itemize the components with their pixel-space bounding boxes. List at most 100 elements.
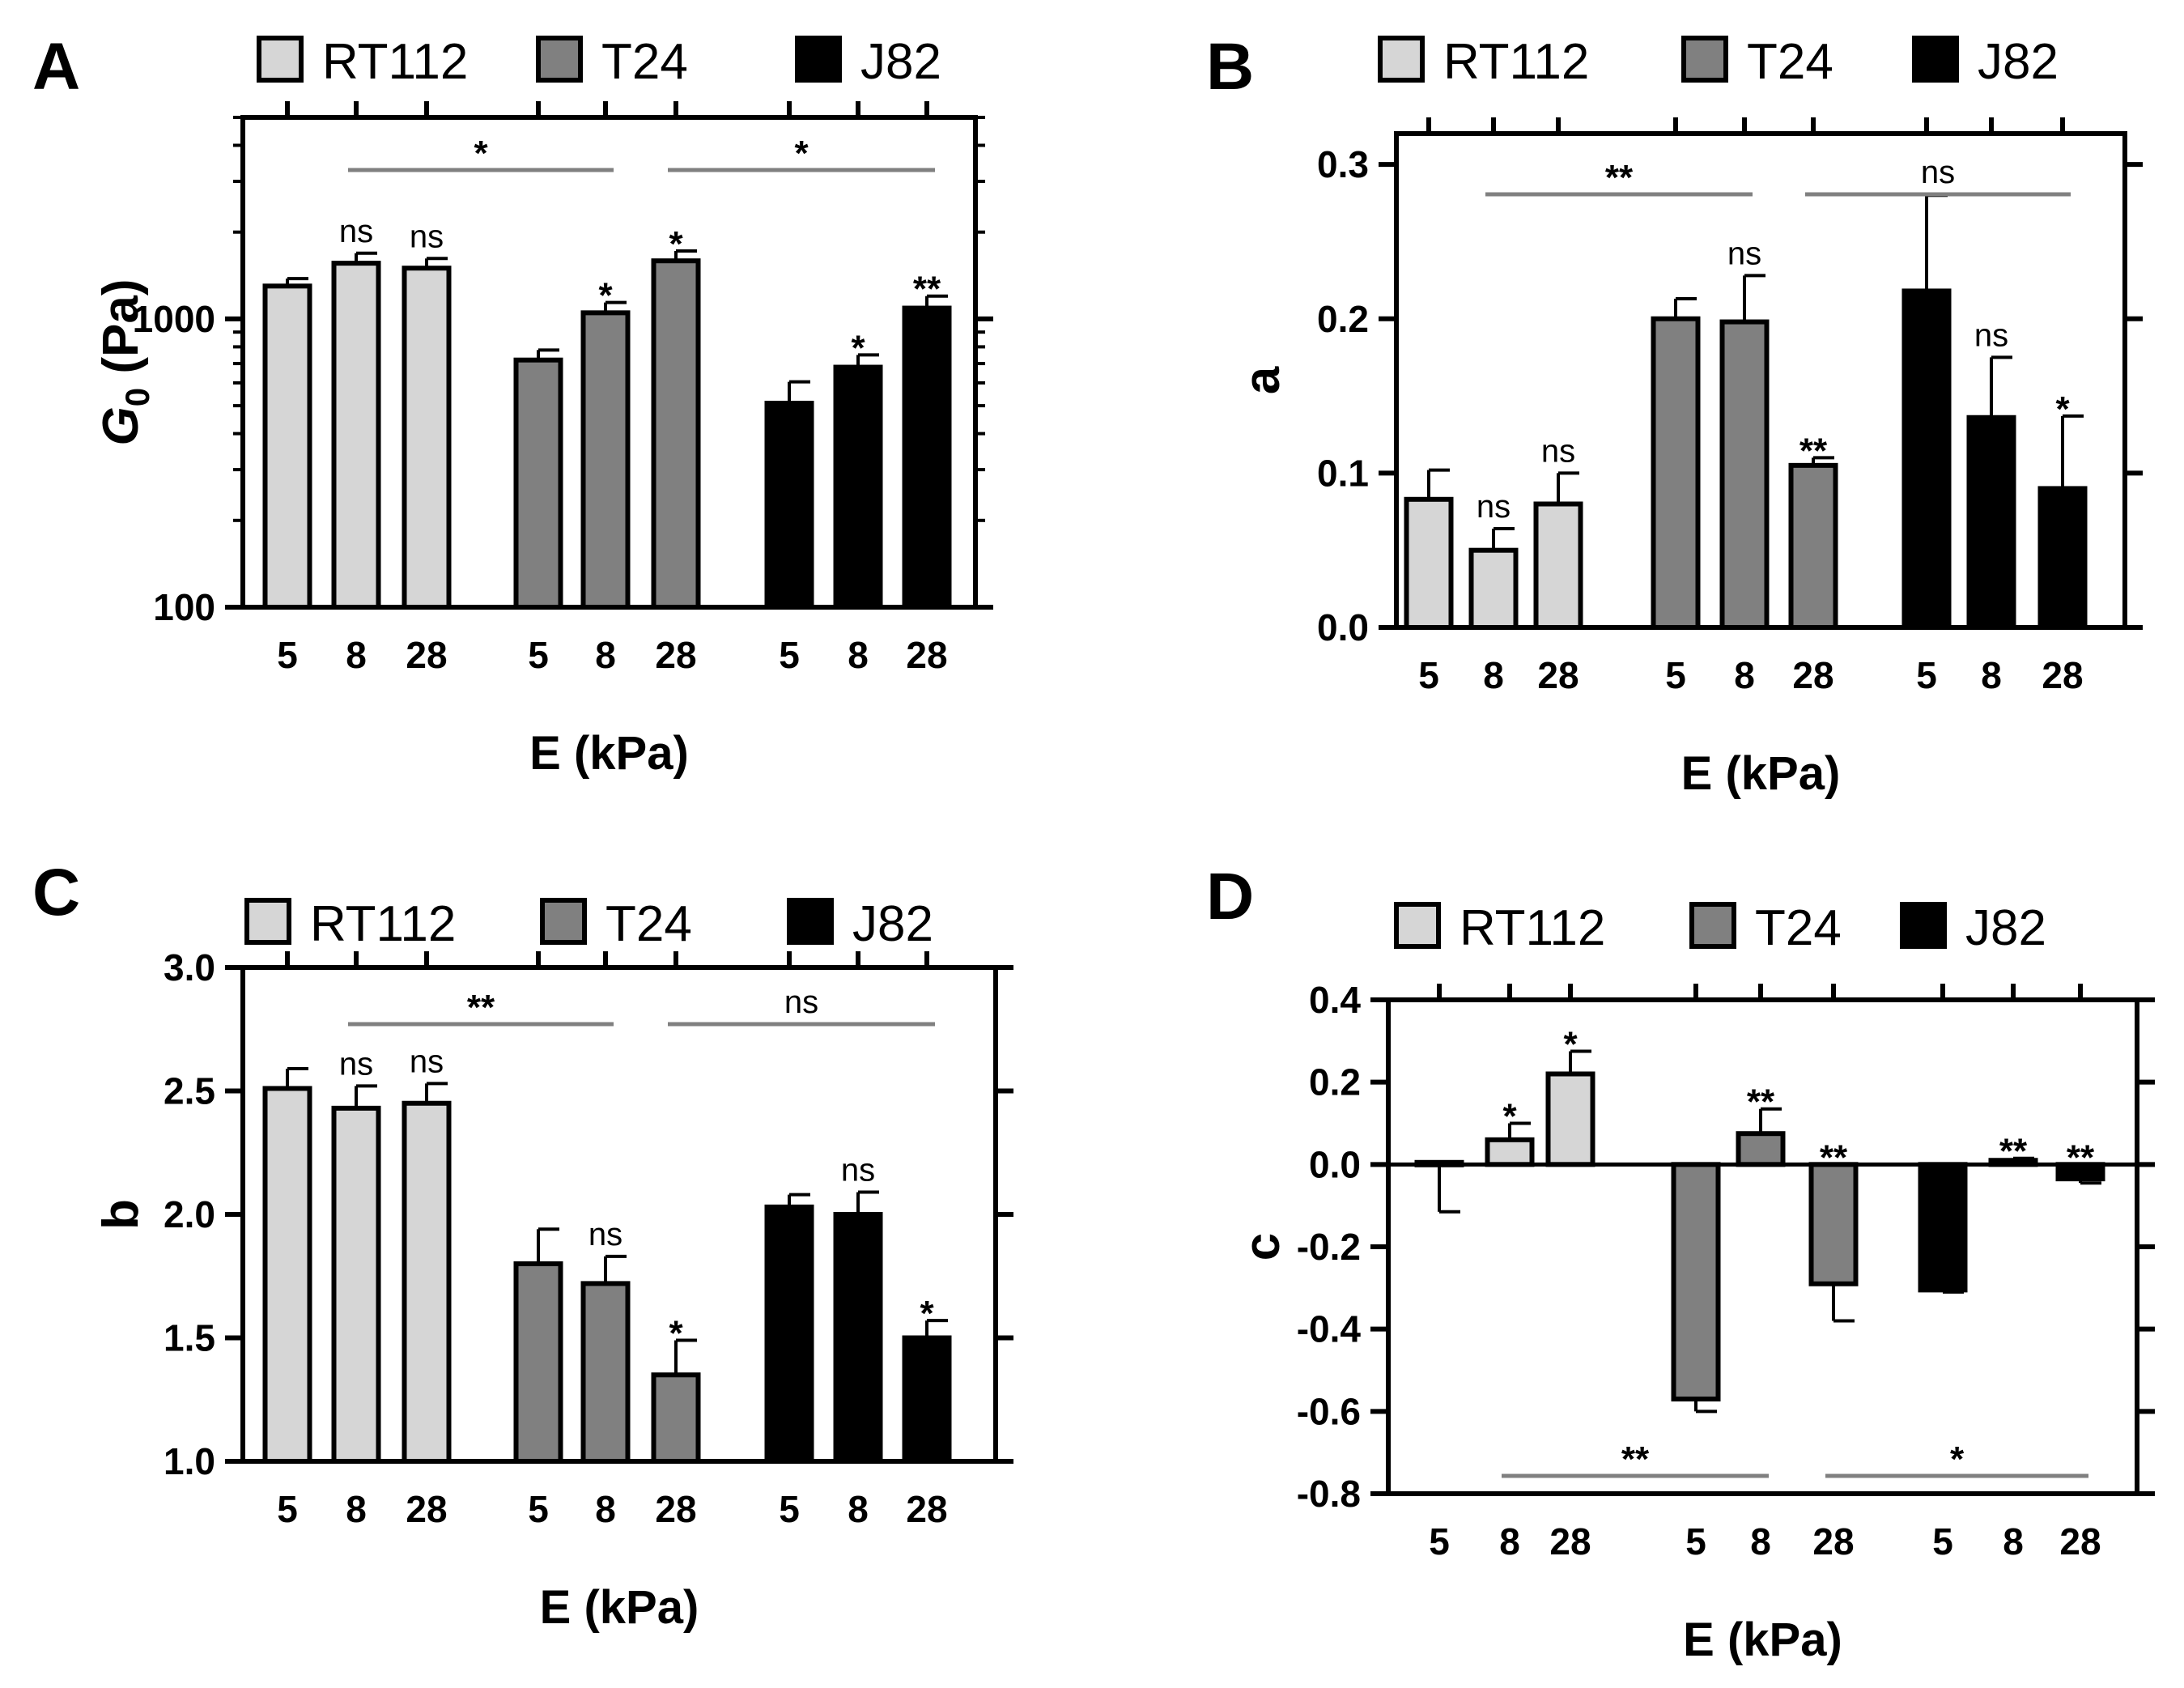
x-tick-label: 5 (1916, 654, 1937, 696)
x-tick-label: 8 (346, 634, 367, 676)
panel-c: C RT112 T24 J82 1.0 1.5 2.0 2.5 3.0 5 ns 8 ns 28 5 ns 8 *… (32, 856, 1013, 1634)
legend-label-t24: T24 (605, 896, 692, 952)
legend: RT112 T24 J82 (257, 34, 941, 90)
significance-label: ns (339, 1046, 373, 1082)
significance-label: ** (1820, 1137, 1848, 1177)
significance-label: * (669, 224, 683, 264)
x-tick-label: 28 (655, 1488, 696, 1530)
legend-label-j82: J82 (860, 34, 941, 90)
legend-swatch-rt112 (257, 36, 304, 83)
legend: RT112 T24 J82 (1394, 900, 2046, 956)
y-tick-label: -0.2 (1297, 1226, 1361, 1268)
x-tick-label: 28 (655, 634, 696, 676)
legend-swatch-t24 (1689, 902, 1736, 949)
bar-t24 (1808, 1162, 1859, 1286)
bar-rt112 (1485, 1137, 1535, 1167)
panel-letter: B (1206, 30, 1254, 104)
significance-label: ns (1541, 433, 1575, 469)
x-tick-label: 28 (406, 1488, 447, 1530)
bar-t24 (651, 1372, 701, 1464)
legend-label-rt112: RT112 (1443, 34, 1589, 90)
bar-rt112 (1468, 547, 1519, 630)
legend-swatch-t24 (1681, 36, 1728, 83)
x-tick-label: 28 (1792, 654, 1833, 696)
x-tick-label: 28 (2059, 1520, 2101, 1563)
x-axis-label: E (kPa) (1681, 747, 1841, 800)
y-tick-label: 1.5 (164, 1317, 215, 1359)
significance-label: * (920, 1294, 934, 1333)
panel-letter: C (32, 856, 80, 929)
significance-label: ns (1974, 317, 2008, 353)
significance-label: ** (2067, 1137, 2095, 1177)
significance-label: ** (1999, 1132, 2028, 1171)
x-tick-label: 28 (1812, 1520, 1854, 1563)
bar-t24 (513, 357, 563, 610)
y-tick-label: 0.2 (1317, 298, 1369, 340)
x-axis-label: E (kPa) (1683, 1614, 1842, 1666)
bar-t24 (651, 258, 701, 610)
legend-swatch-rt112 (1378, 36, 1425, 83)
x-tick-label: 8 (848, 634, 869, 676)
x-tick-label: 28 (906, 634, 947, 676)
x-tick-label: 28 (2042, 654, 2083, 696)
x-tick-label: 28 (906, 1488, 947, 1530)
bar-t24 (1736, 1131, 1786, 1167)
significance-label: ns (410, 219, 444, 254)
y-axis-label: b (93, 1199, 149, 1230)
x-tick-label: 8 (1499, 1520, 1520, 1563)
x-tick-label: 8 (1981, 654, 2002, 696)
legend-swatch-t24 (536, 36, 583, 83)
significance-bracket-label: ** (467, 988, 495, 1027)
bar-t24 (1788, 462, 1838, 630)
bar-t24 (1651, 316, 1701, 630)
significance-bracket-label: * (474, 134, 488, 173)
bar-rt112 (1533, 501, 1583, 630)
bar-t24 (580, 310, 631, 610)
bar-rt112 (331, 261, 381, 610)
y-tick-label: 3.0 (164, 946, 215, 989)
legend-label-rt112: RT112 (310, 896, 456, 952)
y-tick-label: -0.8 (1297, 1473, 1361, 1515)
significance-label: * (851, 328, 865, 368)
x-axis-label: E (kPa) (529, 727, 689, 780)
significance-label: ns (1477, 489, 1511, 525)
legend-swatch-rt112 (1394, 902, 1441, 949)
significance-label: ns (841, 1153, 875, 1188)
bar-t24 (513, 1261, 563, 1464)
significance-bracket-label: * (1950, 1439, 1965, 1479)
significance-label: * (669, 1314, 683, 1354)
significance-label: * (2055, 389, 2070, 429)
bar-rt112 (262, 1086, 312, 1464)
x-tick-label: 8 (1750, 1520, 1771, 1563)
x-tick-label: 8 (595, 1488, 616, 1530)
y-tick-label: -0.4 (1297, 1308, 1362, 1350)
plot-frame (1386, 997, 2139, 1496)
significance-label: ** (1747, 1082, 1775, 1122)
significance-label: * (1502, 1097, 1517, 1137)
bar-t24 (1719, 319, 1770, 630)
legend-swatch-j82 (1900, 902, 1947, 949)
significance-label: ** (913, 270, 941, 309)
legend-label-j82: J82 (1965, 900, 2046, 956)
bar-rt112 (1545, 1071, 1596, 1167)
y-tick-label: 1.0 (164, 1440, 215, 1482)
legend-swatch-j82 (795, 36, 842, 83)
x-tick-label: 5 (779, 634, 800, 676)
x-tick-label: 5 (1418, 654, 1439, 696)
y-tick-label: 0.4 (1309, 979, 1361, 1021)
significance-label: ns (410, 1044, 444, 1079)
bar-j82 (902, 305, 952, 610)
significance-label: ns (588, 1217, 622, 1252)
legend-label-t24: T24 (601, 34, 688, 90)
y-tick-label: 100 (153, 586, 215, 628)
bar-t24 (580, 1281, 631, 1465)
y-axis-label: c (1234, 1233, 1290, 1261)
legend-label-rt112: RT112 (1460, 900, 1605, 956)
bar-j82 (2037, 486, 2088, 630)
x-tick-label: 8 (2003, 1520, 2024, 1563)
bar-j82 (764, 1204, 814, 1464)
bar-rt112 (402, 266, 452, 610)
legend-swatch-rt112 (244, 898, 291, 945)
bar-t24 (1671, 1162, 1721, 1402)
x-tick-label: 8 (1734, 654, 1755, 696)
